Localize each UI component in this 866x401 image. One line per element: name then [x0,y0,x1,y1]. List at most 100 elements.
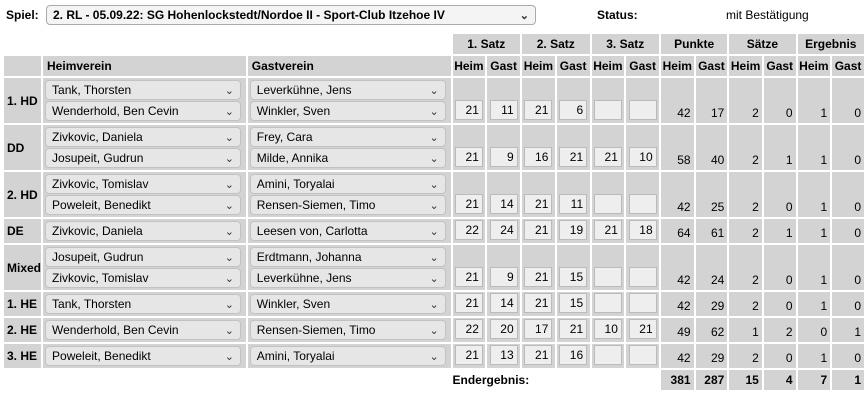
home-player-select[interactable]: Tank, Thorsten ⌄ [45,80,242,100]
set-score-input[interactable]: 18 [628,220,657,240]
set-score-input[interactable] [628,293,657,313]
guest-player-select[interactable]: Rensen-Siemen, Timo ⌄ [249,320,446,340]
set-score-input[interactable]: 11 [559,194,588,214]
set-score-input[interactable]: 11 [489,100,518,120]
guest-player-select[interactable]: Leverkühne, Jens ⌄ [249,80,446,100]
set-score-input[interactable] [593,194,622,214]
set-score-input[interactable]: 22 [454,319,483,339]
home-player-select[interactable]: Zivkovic, Daniela ⌄ [45,127,242,147]
guest-player-select[interactable]: Rensen-Siemen, Timo ⌄ [249,195,446,215]
set-score-input[interactable] [628,267,657,287]
set-score-input[interactable]: 24 [489,220,518,240]
set-score-input[interactable]: 21 [454,147,483,167]
set-score-cell [591,172,625,217]
set-score-input[interactable]: 21 [524,100,553,120]
home-player-select[interactable]: Zivkovic, Tomislav ⌄ [45,268,242,288]
guest-player-select[interactable]: Erdtmann, Johanna ⌄ [249,247,446,267]
heim-header: Heim [661,56,694,76]
home-players-cell: Tank, Thorsten ⌄ Wenderhold, Ben Cevin ⌄ [43,78,246,123]
set-score-input[interactable] [593,100,622,120]
guest-player-select[interactable]: Leesen von, Carlotta ⌄ [249,221,446,241]
set-score-input[interactable]: 21 [454,345,483,365]
set-score-input[interactable]: 16 [524,147,553,167]
set-score-input[interactable]: 17 [524,319,553,339]
home-player-select[interactable]: Wenderhold, Ben Cevin ⌄ [45,320,242,340]
home-player-select[interactable]: Tank, Thorsten ⌄ [45,294,242,314]
chevron-down-icon: ⌄ [224,324,235,337]
set-score-input[interactable]: 21 [593,147,622,167]
chevron-down-icon: ⌄ [224,225,235,238]
home-player-select[interactable]: Wenderhold, Ben Cevin ⌄ [45,101,242,121]
guest-player-name: Erdtmann, Johanna [256,250,362,264]
set-score-cell [591,292,625,316]
set-score-input[interactable] [593,345,622,365]
home-player-select[interactable]: Poweleit, Benedikt ⌄ [45,195,242,215]
set-score-input[interactable]: 14 [489,293,518,313]
set-score-input[interactable]: 21 [454,293,483,313]
home-player-select[interactable]: Zivkovic, Daniela ⌄ [45,221,242,241]
set-score-input[interactable] [628,100,657,120]
column-group-header: Ergebnis [797,34,864,54]
total-saetze: 15 [729,370,762,390]
home-player-select[interactable]: Josupeit, Gudrun ⌄ [45,247,242,267]
guest-player-select[interactable]: Milde, Annika ⌄ [249,148,446,168]
set-score-input[interactable]: 21 [454,194,483,214]
set-score-input[interactable]: 21 [524,194,553,214]
set-score-input[interactable] [593,267,622,287]
guest-player-select[interactable]: Winkler, Sven ⌄ [249,294,446,314]
set-score-input[interactable] [628,345,657,365]
set-score-input[interactable]: 22 [454,220,483,240]
home-player-name: Wenderhold, Ben Cevin [52,323,179,337]
ergebnis-value: 1 [797,219,831,243]
guest-players-cell: Erdtmann, Johanna ⌄ Leverkühne, Jens ⌄ [247,245,451,290]
set-score-input[interactable]: 21 [524,267,553,287]
set-score-input[interactable]: 21 [524,293,553,313]
guest-player-select[interactable]: Amini, Toryalai ⌄ [249,346,446,366]
set-score-input[interactable]: 21 [454,267,483,287]
guest-player-select[interactable]: Winkler, Sven ⌄ [249,101,446,121]
set-score-cell: 16 [522,125,555,170]
home-player-select[interactable]: Josupeit, Gudrun ⌄ [45,148,242,168]
set-score-input[interactable]: 10 [628,147,657,167]
guest-players-cell: Leesen von, Carlotta ⌄ [247,219,451,243]
set-score-input[interactable]: 21 [524,220,553,240]
set-score-input[interactable]: 9 [489,267,518,287]
set-score-input[interactable]: 9 [489,147,518,167]
set-score-input[interactable]: 15 [559,293,588,313]
set-score-cell: 21 [452,245,486,290]
total-saetze: 4 [763,370,796,390]
set-score-cell: 21 [452,125,486,170]
set-score-input[interactable]: 10 [593,319,622,339]
set-score-input[interactable]: 21 [559,147,588,167]
set-score-input[interactable] [628,194,657,214]
set-score-input[interactable]: 21 [593,220,622,240]
footer-row: Endergebnis: 381 287 15 4 7 1 [4,370,864,390]
set-score-input[interactable]: 20 [489,319,518,339]
set-score-cell: 21 [522,219,555,243]
home-player-select[interactable]: Zivkovic, Tomislav ⌄ [45,174,242,194]
home-player-select[interactable]: Poweleit, Benedikt ⌄ [45,346,242,366]
saetze-value: 1 [763,125,796,170]
set-score-input[interactable]: 21 [454,100,483,120]
set-score-input[interactable]: 14 [489,194,518,214]
set-score-cell: 21 [452,172,486,217]
set-score-input[interactable] [593,293,622,313]
guest-player-select[interactable]: Frey, Cara ⌄ [249,127,446,147]
home-players-cell: Josupeit, Gudrun ⌄ Zivkovic, Tomislav ⌄ [43,245,246,290]
set-score-input[interactable]: 15 [559,267,588,287]
punkte-value: 40 [695,125,728,170]
spiel-select[interactable]: 2. RL - 05.09.22: SG Hohenlockstedt/Nord… [46,5,536,25]
set-score-input[interactable]: 21 [628,319,657,339]
home-players-cell: Wenderhold, Ben Cevin ⌄ [43,318,246,342]
guest-player-select[interactable]: Amini, Toryalai ⌄ [249,174,446,194]
set-score-input[interactable]: 21 [559,319,588,339]
set-score-input[interactable]: 13 [489,345,518,365]
spiel-value: 2. RL - 05.09.22: SG Hohenlockstedt/Nord… [53,8,445,22]
set-score-cell: 11 [487,78,521,123]
chevron-down-icon: ⌄ [224,199,235,212]
guest-player-select[interactable]: Leverkühne, Jens ⌄ [249,268,446,288]
set-score-input[interactable]: 21 [524,345,553,365]
set-score-input[interactable]: 16 [559,345,588,365]
set-score-input[interactable]: 6 [559,100,588,120]
set-score-input[interactable]: 19 [559,220,588,240]
